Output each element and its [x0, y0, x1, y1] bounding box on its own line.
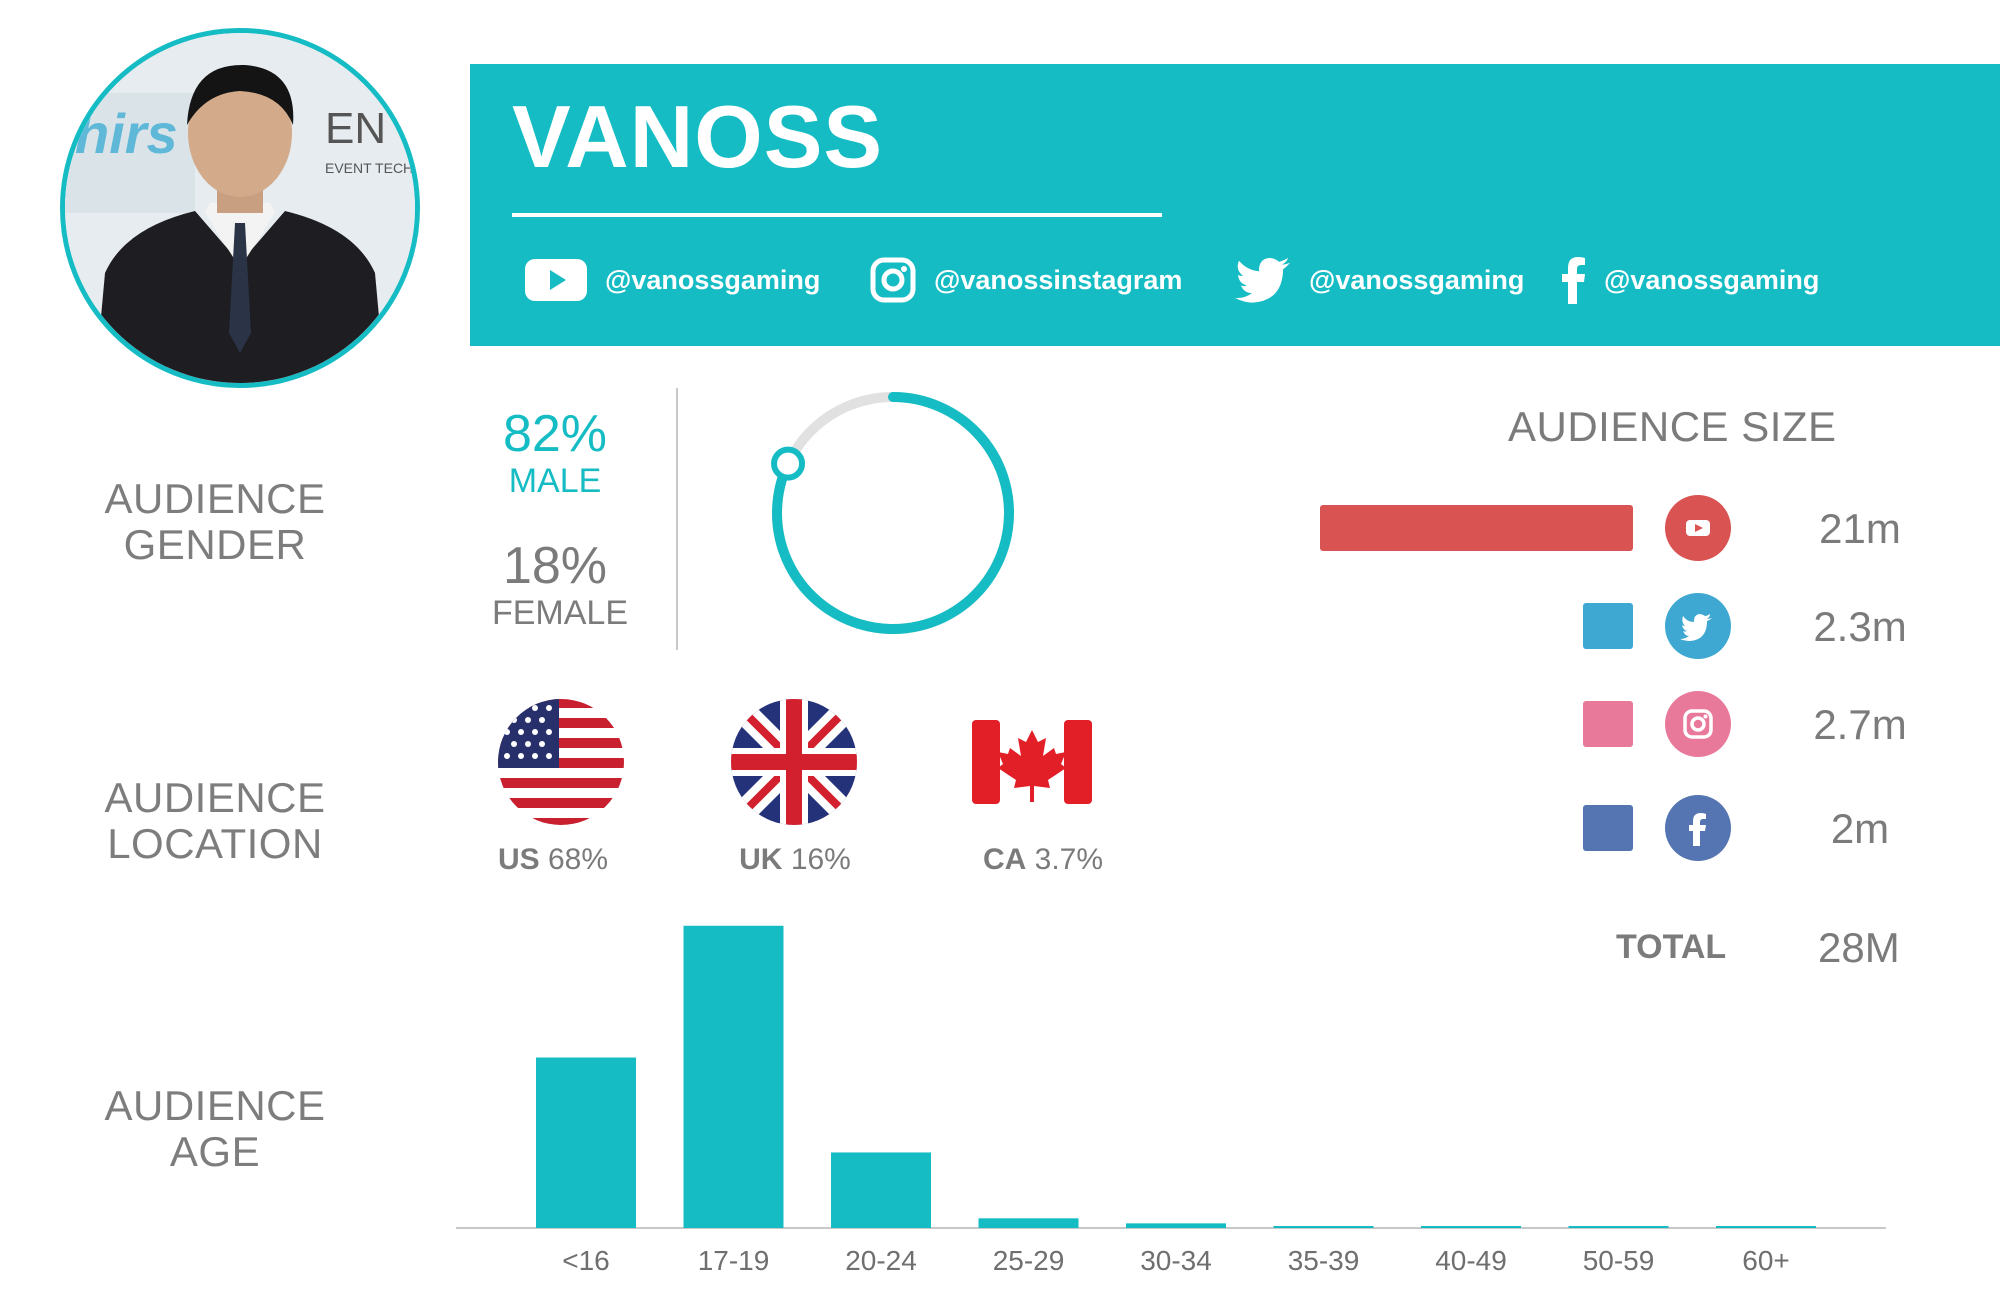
age-bar [1421, 1226, 1521, 1228]
facebook-size-bar [1583, 805, 1633, 851]
label-line: AUDIENCE [104, 475, 326, 522]
facebook-handle-text: @vanossgaming [1604, 264, 1820, 295]
audience-age-label: AUDIENCE AGE [60, 1083, 370, 1175]
instagram-glyph [1683, 709, 1713, 739]
label-line: AGE [169, 1128, 261, 1175]
location-code: US [497, 843, 540, 876]
twitter-icon [1235, 257, 1290, 303]
label-line: AUDIENCE [104, 1082, 326, 1129]
facebook-icon [1562, 257, 1585, 304]
audience-size-chart: 21m 2.3m 2.7m 2m [1320, 495, 1907, 861]
audience-age-chart: <16 17-19 20-24 25-29 30-34 35-39 40-49 50-59 60… [456, 925, 1886, 1276]
ring-marker [771, 446, 806, 481]
male-label: MALE [508, 462, 602, 500]
female-label: FEMALE [491, 594, 629, 632]
audience-location-label: AUDIENCE LOCATION [60, 775, 370, 867]
youtube-icon [525, 259, 587, 301]
location-ca: CA 3.7% [943, 843, 1143, 877]
location-pct: 3.7% [1034, 843, 1104, 876]
instagram-icon [870, 257, 916, 303]
twitter-handle[interactable]: @vanossgaming [1235, 254, 1524, 306]
instagram-handle-text: @vanossinstagram [934, 264, 1183, 295]
name-underline [512, 213, 1162, 217]
youtube-size-value: 21m [1819, 505, 1901, 552]
instagram-lens [1690, 716, 1706, 732]
uk-flag [731, 699, 857, 825]
age-bar [1126, 1223, 1226, 1228]
age-bar [536, 1057, 636, 1228]
age-bar [978, 1218, 1079, 1228]
age-bar [1568, 1226, 1669, 1228]
profile-avatar: hirs EN EVENT TECH [60, 28, 420, 388]
location-pct: 68% [547, 843, 609, 876]
audience-size-title: AUDIENCE SIZE [1508, 403, 1837, 450]
youtube-handle-text: @vanossgaming [605, 264, 821, 295]
facebook-handle[interactable]: @vanossgaming [1562, 254, 1819, 306]
creator-name: VANOSS [512, 87, 884, 186]
person-photo: hirs EN EVENT TECH [65, 33, 415, 383]
total-label: TOTAL [1616, 928, 1727, 966]
svg-text:EN: EN [325, 104, 386, 153]
age-bar [683, 925, 784, 1228]
female-percentage: 18% [502, 537, 608, 595]
age-tick-label: <16 [562, 1245, 610, 1276]
age-tick-label: 35-39 [1288, 1245, 1360, 1276]
age-tick-label: 20-24 [845, 1245, 917, 1276]
age-tick-label: 30-34 [1140, 1245, 1212, 1276]
svg-text:EVENT TECH: EVENT TECH [325, 160, 413, 176]
location-pct: 16% [790, 843, 851, 876]
facebook-size-value: 2m [1831, 805, 1889, 852]
age-bar [1273, 1226, 1374, 1228]
youtube-size-icon [1665, 495, 1731, 561]
gender-ring-chart [771, 392, 1014, 634]
instagram-size-icon [1665, 691, 1731, 757]
age-tick-label: 50-59 [1583, 1245, 1655, 1276]
play-glyph [1695, 524, 1703, 532]
location-code: CA [982, 843, 1027, 876]
audience-gender-label: AUDIENCE GENDER [60, 476, 370, 568]
age-bar [1716, 1226, 1816, 1228]
total-value: 28M [1818, 924, 1900, 971]
location-code: UK [739, 843, 783, 876]
age-tick-label: 40-49 [1435, 1245, 1507, 1276]
svg-text:hirs: hirs [75, 102, 178, 165]
youtube-size-bar [1320, 505, 1633, 551]
header-banner [470, 64, 2000, 346]
us-flag [498, 699, 624, 825]
twitter-handle-text: @vanossgaming [1309, 264, 1525, 295]
youtube-handle[interactable]: @vanossgaming [525, 254, 820, 306]
instagram-size-bar [1583, 701, 1633, 747]
canada-flag [972, 720, 1092, 804]
twitter-size-icon [1665, 593, 1731, 659]
label-line: LOCATION [107, 820, 323, 867]
ring-male-arc [772, 392, 1014, 634]
male-percentage: 82% [502, 405, 608, 463]
twitter-size-bar [1583, 603, 1633, 649]
age-bar [831, 1152, 931, 1228]
twitter-glyph [1680, 614, 1712, 641]
location-uk: UK 16% [695, 843, 895, 877]
instagram-icon-circle [1665, 691, 1731, 757]
location-us: US 68% [453, 843, 653, 877]
gender-divider [676, 388, 678, 650]
label-line: AUDIENCE [104, 774, 326, 821]
age-tick-label: 25-29 [993, 1245, 1065, 1276]
instagram-size-value: 2.7m [1813, 701, 1906, 748]
facebook-glyph [1689, 813, 1706, 846]
instagram-handle[interactable]: @vanossinstagram [870, 254, 1182, 306]
age-tick-label: 60+ [1742, 1245, 1790, 1276]
facebook-size-icon [1665, 795, 1731, 861]
twitter-size-value: 2.3m [1813, 603, 1906, 650]
label-line: GENDER [123, 521, 307, 568]
instagram-dot [1703, 714, 1708, 719]
age-tick-label: 17-19 [698, 1245, 770, 1276]
